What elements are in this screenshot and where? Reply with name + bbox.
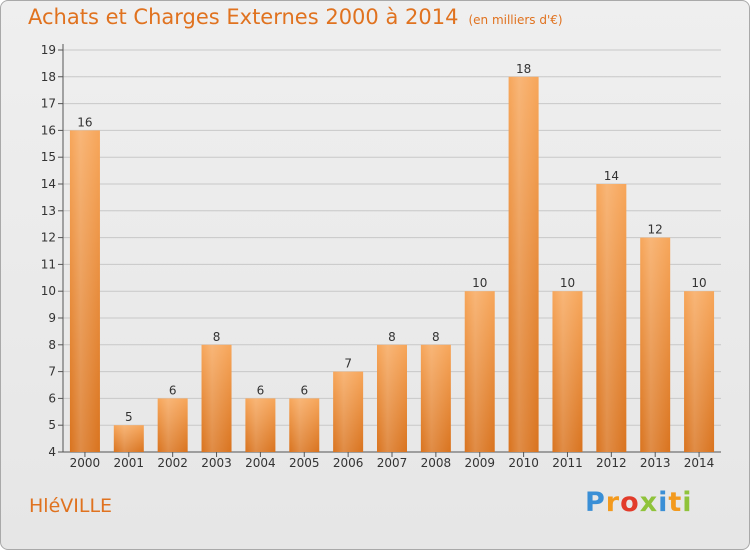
x-tick-label: 2000 <box>70 456 101 470</box>
bars <box>69 76 715 453</box>
bar-shine <box>289 398 320 452</box>
logo-letter: r <box>605 487 621 518</box>
bar-shine <box>157 398 188 452</box>
logo-letter: i <box>658 487 669 518</box>
y-tick-label: 6 <box>48 391 56 405</box>
x-tick-label: 2011 <box>552 456 583 470</box>
y-tick-label: 14 <box>41 177 56 191</box>
x-tick-label: 2001 <box>114 456 145 470</box>
bar-shine <box>113 425 144 452</box>
y-tick-label: 4 <box>48 445 56 459</box>
data-label: 6 <box>169 383 177 397</box>
x-tick-label: 2002 <box>157 456 188 470</box>
data-label: 12 <box>648 223 663 237</box>
data-label: 8 <box>432 330 440 344</box>
data-label: 5 <box>125 410 133 424</box>
logo-letter: t <box>668 487 683 518</box>
bar-shine <box>596 184 627 452</box>
data-label: 18 <box>516 62 531 76</box>
bar-shine <box>684 291 715 452</box>
x-tick-label: 2004 <box>245 456 276 470</box>
y-tick-label: 10 <box>41 284 56 298</box>
bar-shine <box>464 291 495 452</box>
x-tick-label: 2008 <box>421 456 452 470</box>
bar-shine <box>420 344 451 452</box>
y-tick-label: 13 <box>41 204 56 218</box>
y-tick-label: 8 <box>48 338 56 352</box>
bar-shine <box>640 237 671 452</box>
bar-shine <box>377 344 407 452</box>
y-tick-label: 18 <box>41 70 56 84</box>
data-label: 10 <box>691 276 706 290</box>
bar-shine <box>333 371 364 452</box>
bar-shine <box>69 130 100 452</box>
data-label: 16 <box>77 115 92 129</box>
data-label: 10 <box>560 276 575 290</box>
chart-title-text: Achats et Charges Externes 2000 à 2014 <box>28 5 459 29</box>
data-label: 7 <box>344 357 352 371</box>
logo-letter: P <box>585 487 606 518</box>
x-tick-label: 2013 <box>640 456 671 470</box>
data-labels: 16 5 6 8 6 6 7 8 8 10 18 10 14 12 10 <box>77 62 706 424</box>
bar-shine <box>552 291 583 452</box>
data-label: 14 <box>604 169 619 183</box>
chart-subtitle: (en milliers d'€) <box>468 13 563 27</box>
place-name: HléVILLE <box>29 495 113 517</box>
data-label: 10 <box>472 276 487 290</box>
axes: 4 5 6 7 8 9 10 11 12 13 14 15 16 17 18 19 2000 2001 2002 20… <box>41 43 721 470</box>
proxiti-logo: Proxiti <box>585 487 693 518</box>
bar-shine <box>245 398 276 452</box>
y-tick-label: 11 <box>41 257 56 271</box>
x-tick-label: 2007 <box>377 456 408 470</box>
x-tick-label: 2012 <box>596 456 627 470</box>
data-label: 6 <box>300 383 308 397</box>
bar-shine <box>201 344 232 452</box>
y-tick-label: 17 <box>41 97 56 111</box>
chart-title: Achats et Charges Externes 2000 à 2014 (e… <box>28 5 563 29</box>
x-tick-label: 2009 <box>464 456 495 470</box>
y-tick-label: 9 <box>48 311 56 325</box>
logo-letter: x <box>639 487 659 518</box>
data-label: 6 <box>257 383 265 397</box>
data-label: 8 <box>388 330 396 344</box>
x-tick-label: 2014 <box>684 456 715 470</box>
y-tick-label: 7 <box>48 365 56 379</box>
x-tick-label: 2010 <box>508 456 539 470</box>
x-tick-label: 2006 <box>333 456 364 470</box>
bar-shine <box>508 76 539 453</box>
logo-letter: i <box>682 487 693 518</box>
y-tick-label: 16 <box>41 123 56 137</box>
y-tick-label: 19 <box>41 43 56 57</box>
logo-letter: o <box>620 487 640 518</box>
y-tick-label: 5 <box>48 418 56 432</box>
x-tick-label: 2003 <box>201 456 232 470</box>
y-tick-label: 12 <box>41 231 56 245</box>
x-tick-label: 2005 <box>289 456 320 470</box>
data-label: 8 <box>213 330 221 344</box>
y-tick-label: 15 <box>41 150 56 164</box>
